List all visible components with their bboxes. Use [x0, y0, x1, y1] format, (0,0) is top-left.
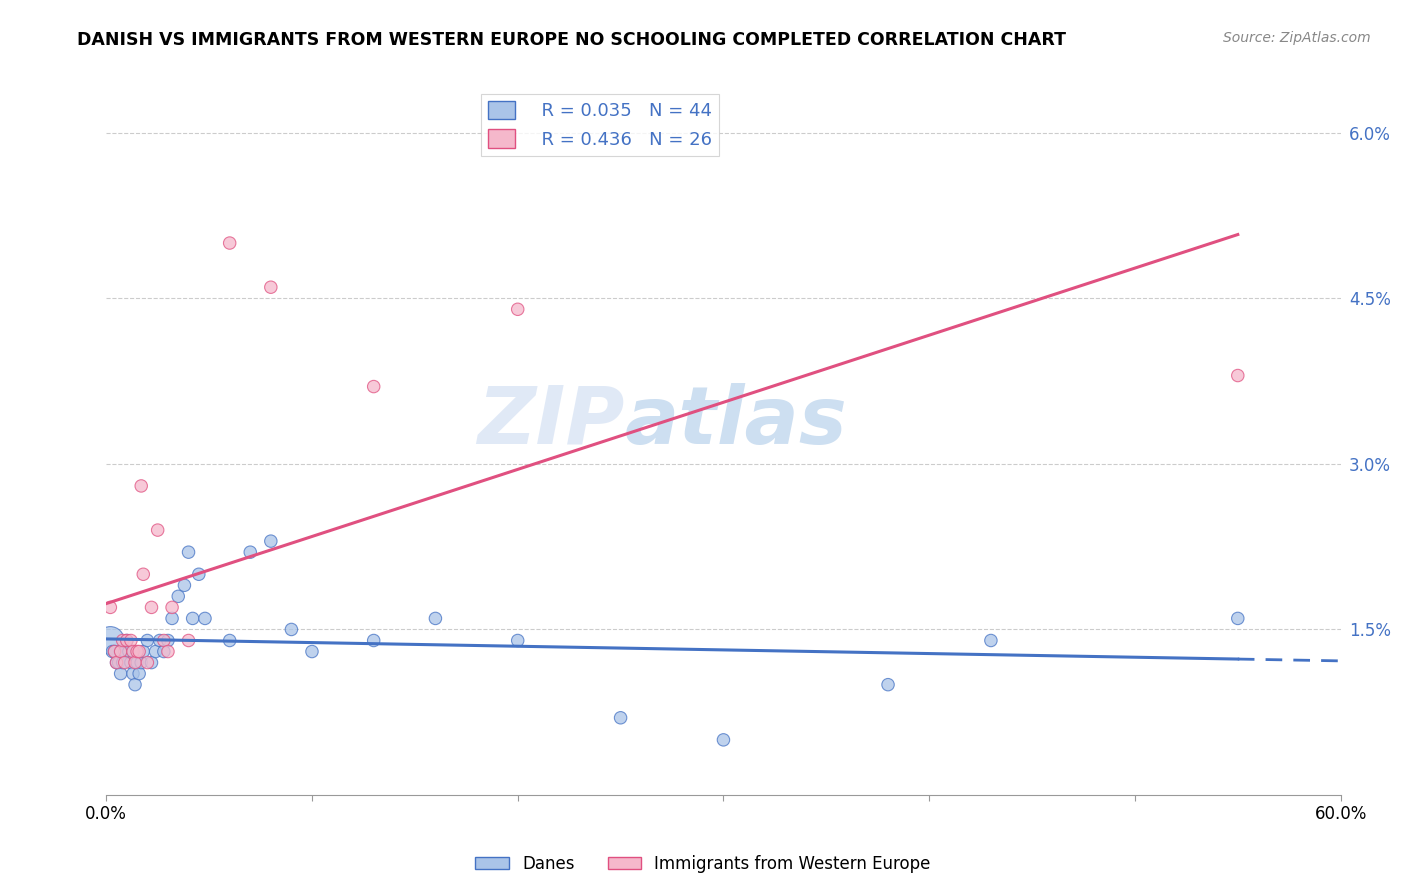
Point — [136, 633, 159, 648]
Point — [363, 633, 385, 648]
Point — [132, 567, 155, 582]
Point — [156, 633, 179, 648]
Point — [127, 644, 149, 658]
Point — [177, 633, 200, 648]
Point — [124, 656, 146, 670]
Point — [156, 644, 179, 658]
Point — [239, 545, 262, 559]
Point — [218, 633, 240, 648]
Point — [980, 633, 1002, 648]
Text: Source: ZipAtlas.com: Source: ZipAtlas.com — [1223, 31, 1371, 45]
Point — [1226, 611, 1249, 625]
Point — [153, 633, 176, 648]
Point — [160, 611, 183, 625]
Point — [107, 656, 129, 670]
Point — [141, 656, 163, 670]
Point — [115, 633, 138, 648]
Point — [122, 666, 145, 681]
Point — [115, 633, 138, 648]
Point — [105, 656, 128, 670]
Point — [132, 644, 155, 658]
Point — [877, 678, 900, 692]
Point — [218, 235, 240, 250]
Point — [114, 656, 136, 670]
Point — [609, 711, 631, 725]
Point — [160, 600, 183, 615]
Point — [103, 644, 125, 658]
Point — [127, 656, 149, 670]
Text: DANISH VS IMMIGRANTS FROM WESTERN EUROPE NO SCHOOLING COMPLETED CORRELATION CHAR: DANISH VS IMMIGRANTS FROM WESTERN EUROPE… — [77, 31, 1066, 49]
Point — [187, 567, 209, 582]
Point — [713, 732, 735, 747]
Legend: Danes, Immigrants from Western Europe: Danes, Immigrants from Western Europe — [468, 848, 938, 880]
Point — [98, 633, 121, 648]
Point — [111, 633, 134, 648]
Point — [120, 633, 142, 648]
Point — [260, 534, 283, 549]
Point — [114, 644, 136, 658]
Point — [128, 666, 150, 681]
Point — [110, 644, 132, 658]
Point — [110, 666, 132, 681]
Point — [110, 644, 132, 658]
Point — [363, 379, 385, 393]
Point — [129, 656, 152, 670]
Point — [177, 545, 200, 559]
Point — [173, 578, 195, 592]
Point — [136, 656, 159, 670]
Text: ZIP: ZIP — [477, 383, 624, 461]
Point — [260, 280, 283, 294]
Point — [425, 611, 447, 625]
Point — [153, 644, 176, 658]
Point — [1226, 368, 1249, 383]
Point — [105, 656, 128, 670]
Point — [129, 479, 152, 493]
Point — [167, 590, 190, 604]
Point — [128, 644, 150, 658]
Point — [146, 523, 169, 537]
Point — [141, 600, 163, 615]
Point — [145, 644, 167, 658]
Point — [124, 678, 146, 692]
Point — [98, 600, 121, 615]
Point — [101, 644, 124, 658]
Point — [301, 644, 323, 658]
Point — [149, 633, 172, 648]
Point — [506, 633, 529, 648]
Point — [120, 656, 142, 670]
Point — [111, 656, 134, 670]
Point — [122, 644, 145, 658]
Point — [103, 644, 125, 658]
Point — [181, 611, 204, 625]
Point — [506, 302, 529, 317]
Point — [118, 644, 141, 658]
Point — [194, 611, 217, 625]
Legend:   R = 0.035   N = 44,   R = 0.436   N = 26: R = 0.035 N = 44, R = 0.436 N = 26 — [481, 94, 718, 156]
Point — [280, 623, 302, 637]
Text: atlas: atlas — [624, 383, 848, 461]
